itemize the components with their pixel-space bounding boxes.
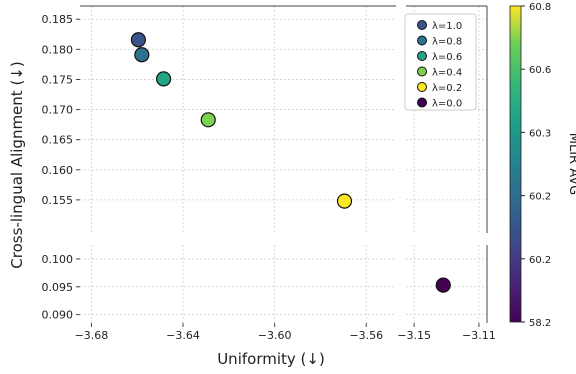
y-tick-label: 0.160	[42, 164, 74, 177]
colorbar-gradient	[509, 5, 522, 323]
scatter-point	[130, 32, 146, 48]
legend-marker	[417, 20, 427, 30]
x-tick-label: −3.68	[75, 329, 109, 342]
y-tick-label: 0.185	[42, 13, 74, 26]
legend-marker	[417, 35, 427, 46]
y-tick-label: 0.090	[42, 309, 74, 322]
scatter-point	[134, 47, 150, 63]
y-tick-label: 0.180	[42, 43, 74, 56]
legend-marker	[417, 97, 427, 108]
legend-marker	[417, 51, 427, 61]
data-points	[130, 32, 451, 293]
x-tick-label: −3.11	[462, 329, 496, 342]
y-tick-label: 0.175	[42, 73, 74, 86]
legend-label: λ=0.0	[432, 99, 462, 110]
x-tick-label: −3.15	[397, 329, 431, 342]
x-tick-label: −3.64	[166, 329, 200, 342]
scatter-point	[200, 112, 216, 128]
y-tick-label: 0.170	[42, 104, 74, 117]
y-tick-label: 0.100	[42, 253, 74, 266]
colorbar: 60.8 60.6 60.3 60.2 60.2 58.2 MLIR AVG	[509, 2, 576, 329]
colorbar-label: MLIR AVG	[566, 133, 576, 196]
x-tick-label: −3.56	[349, 329, 383, 342]
x-tick-label: −3.60	[258, 329, 292, 342]
legend-label: λ=0.4	[432, 68, 462, 79]
colorbar-tick-label: 60.2	[529, 192, 551, 203]
legend: λ=1.0 λ=0.8 λ=0.6 λ=0.4 λ=0.2 λ=0.0	[404, 13, 477, 111]
y-tick-label: 0.165	[42, 134, 74, 147]
colorbar-tick-label: 58.2	[529, 318, 551, 329]
colorbar-tick-label: 60.3	[529, 128, 551, 139]
ticks: 0.155 0.160 0.165 0.170 0.175 0.180 0.185 0.090…	[42, 13, 496, 342]
scatter-point	[155, 71, 172, 87]
scatter-point	[336, 193, 353, 209]
legend-label: λ=0.6	[432, 52, 462, 63]
legend-marker	[417, 82, 427, 92]
colorbar-tick-label: 60.8	[529, 2, 551, 13]
legend-label: λ=1.0	[432, 21, 462, 32]
colorbar-tick-label: 60.2	[529, 255, 551, 266]
x-axis-label: Uniformity (↓)	[217, 350, 325, 368]
colorbar-tick-label: 60.6	[529, 65, 551, 76]
scatter-point	[435, 277, 451, 293]
y-tick-label: 0.155	[42, 194, 74, 207]
legend-label: λ=0.2	[432, 83, 462, 94]
axes	[80, 5, 488, 323]
legend-marker	[417, 66, 427, 77]
y-tick-label: 0.095	[42, 281, 74, 294]
y-axis-label: Cross-lingual Alignment (↓)	[8, 61, 26, 268]
legend-label: λ=0.8	[432, 37, 462, 48]
